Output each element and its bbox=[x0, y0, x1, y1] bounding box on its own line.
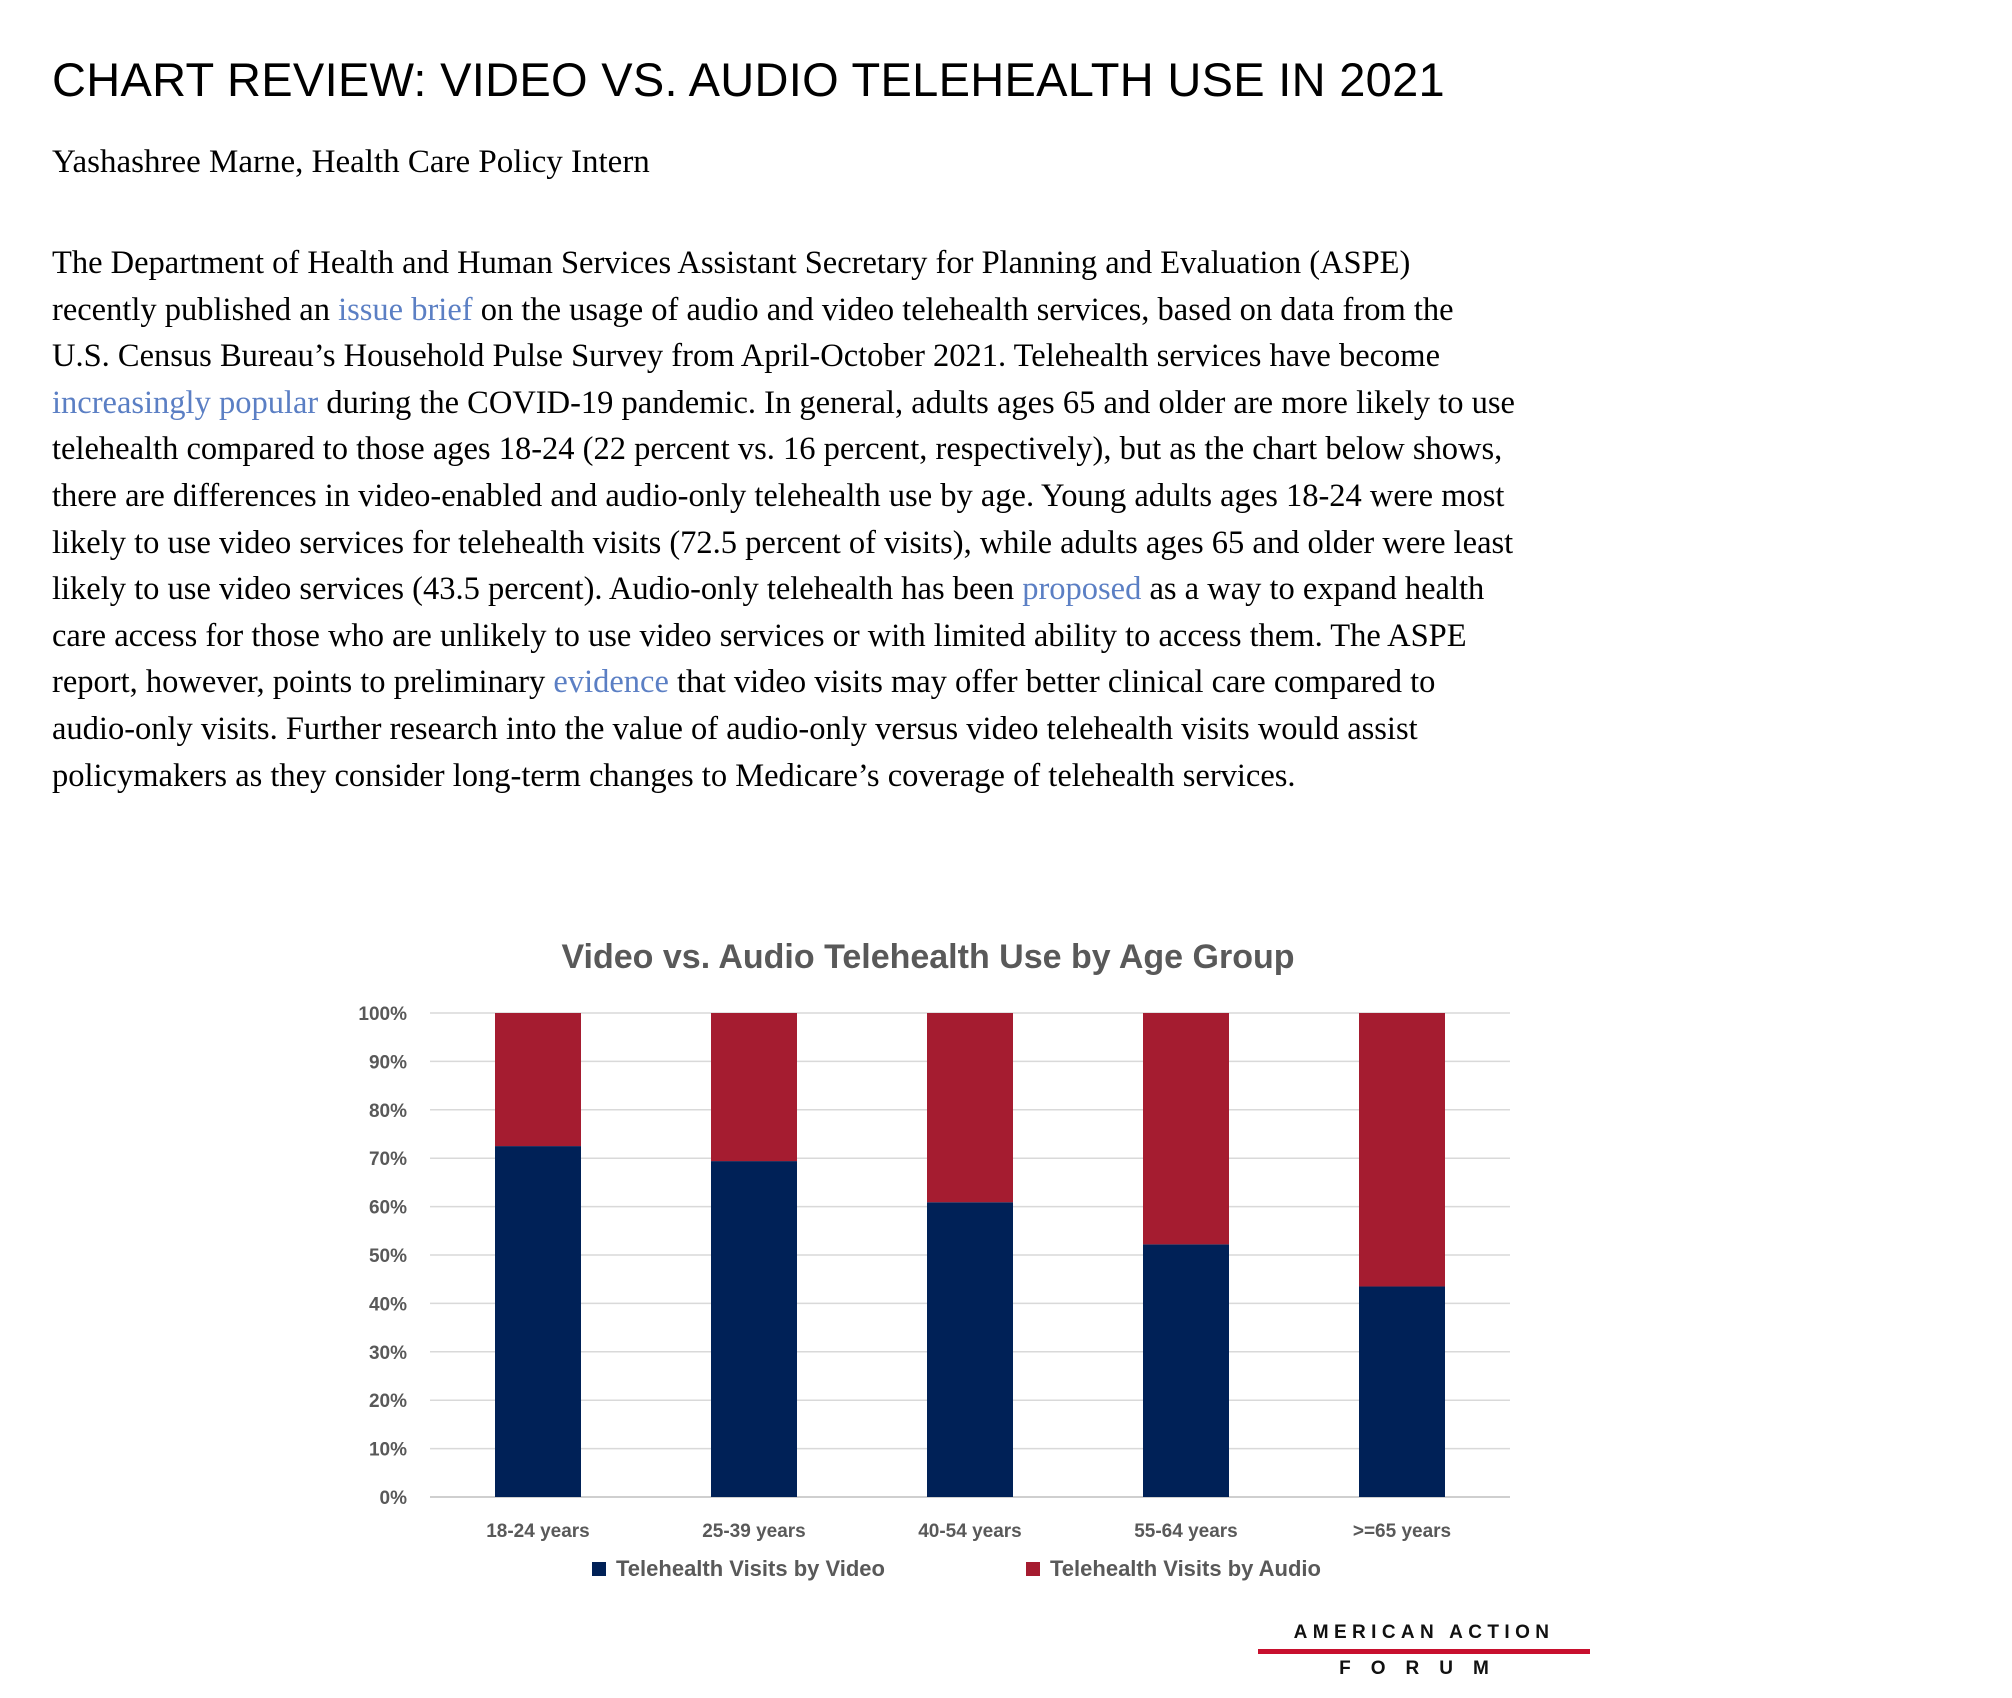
body-text-segment: likely to use video services (43.5 perce… bbox=[52, 571, 1023, 608]
y-tick-label: 20% bbox=[369, 1391, 407, 1412]
body-line: there are differences in video-enabled a… bbox=[52, 477, 1505, 514]
evidence-link[interactable]: evidence bbox=[553, 664, 669, 701]
body-line: likely to use video services for telehea… bbox=[52, 524, 1514, 561]
body-line: audio-only visits. Further research into… bbox=[52, 710, 1418, 747]
body-text-segment: during the COVID-19 pandemic. In general… bbox=[318, 384, 1515, 421]
bar-video bbox=[711, 1161, 797, 1497]
x-tick-label: 55-64 years bbox=[1134, 1521, 1238, 1542]
logo-red-bar bbox=[1258, 1649, 1590, 1654]
bar-video bbox=[927, 1202, 1013, 1497]
y-tick-label: 50% bbox=[369, 1246, 407, 1267]
x-axis-ticks: 18-24 years 25-39 years 40-54 years 55-64 y… bbox=[486, 1521, 1451, 1542]
chart-title: Video vs. Audio Telehealth Use by Age Gr… bbox=[561, 938, 1294, 976]
y-tick-label: 100% bbox=[358, 1004, 407, 1025]
bars bbox=[495, 1013, 1445, 1497]
x-tick-label: >=65 years bbox=[1353, 1521, 1451, 1542]
bar-audio bbox=[495, 1013, 581, 1147]
author-byline: Yashashree Marne, Health Care Policy Int… bbox=[52, 144, 650, 180]
body-text-segment: on the usage of audio and video teleheal… bbox=[472, 291, 1454, 328]
body-line: policymakers as they consider long-term … bbox=[52, 757, 1296, 794]
legend-label: Telehealth Visits by Audio bbox=[1050, 1556, 1321, 1581]
body-line: likely to use video services (43.5 perce… bbox=[52, 566, 1932, 613]
page-title: CHART REVIEW: VIDEO VS. AUDIO TELEHEALTH… bbox=[52, 53, 1445, 106]
bar-audio bbox=[1143, 1013, 1229, 1245]
y-tick-label: 60% bbox=[369, 1198, 407, 1219]
body-line: report, however, points to preliminary e… bbox=[52, 659, 1932, 706]
y-tick-label: 30% bbox=[369, 1343, 407, 1364]
x-tick-label: 18-24 years bbox=[486, 1521, 590, 1542]
legend-swatch bbox=[1026, 1562, 1040, 1576]
y-axis-ticks: 0% 10% 20% 30% 40% 50% 60% 70% 80% 90% 100% bbox=[358, 1004, 407, 1509]
legend-item: Telehealth Visits by Audio bbox=[1026, 1556, 1321, 1581]
stacked-bar-chart: Video vs. Audio Telehealth Use by Age Gr… bbox=[300, 900, 1620, 1620]
body-text-segment: recently published an bbox=[52, 291, 339, 328]
legend-swatch bbox=[592, 1562, 606, 1576]
body-line: recently published an issue brief on the… bbox=[52, 287, 1932, 334]
y-tick-label: 80% bbox=[369, 1101, 407, 1122]
body-line: increasingly popular during the COVID-19… bbox=[52, 380, 1932, 427]
bar-audio bbox=[1359, 1013, 1445, 1287]
bar-video bbox=[1359, 1286, 1445, 1497]
body-line: U.S. Census Bureau’s Household Pulse Sur… bbox=[52, 338, 1441, 375]
logo-line-1: AMERICAN ACTION bbox=[1293, 1622, 1555, 1643]
body-line: telehealth compared to those ages 18-24 … bbox=[52, 431, 1503, 468]
x-tick-label: 25-39 years bbox=[702, 1521, 806, 1542]
y-tick-label: 70% bbox=[369, 1149, 407, 1170]
legend-item: Telehealth Visits by Video bbox=[592, 1556, 885, 1581]
chart-canvas: Video vs. Audio Telehealth Use by Age Gr… bbox=[358, 938, 1510, 1581]
y-tick-label: 10% bbox=[369, 1440, 407, 1461]
bar-video bbox=[1143, 1244, 1229, 1497]
bar-video bbox=[495, 1146, 581, 1497]
legend-label: Telehealth Visits by Video bbox=[616, 1556, 885, 1581]
bar-audio bbox=[927, 1013, 1013, 1203]
logo-line-2: FORUM bbox=[1339, 1658, 1509, 1679]
american-action-forum-logo: AMERICAN ACTION FORUM bbox=[1254, 1622, 1594, 1679]
article-body: The Department of Health and Human Servi… bbox=[52, 240, 1932, 799]
issue-brief-link[interactable]: issue brief bbox=[338, 291, 473, 328]
increasingly-popular-link[interactable]: increasingly popular bbox=[52, 384, 319, 421]
x-tick-label: 40-54 years bbox=[918, 1521, 1022, 1542]
y-tick-label: 40% bbox=[369, 1294, 407, 1315]
y-tick-label: 90% bbox=[369, 1052, 407, 1073]
chart-legend: Telehealth Visits by Video Telehealth Vis… bbox=[592, 1556, 1321, 1581]
body-text-segment: as a way to expand health bbox=[1141, 571, 1485, 608]
y-tick-label: 0% bbox=[380, 1488, 408, 1509]
bar-audio bbox=[711, 1013, 797, 1162]
proposed-link[interactable]: proposed bbox=[1022, 571, 1142, 608]
body-text-segment: report, however, points to preliminary bbox=[52, 664, 554, 701]
body-line: The Department of Health and Human Servi… bbox=[52, 245, 1411, 281]
body-text-segment: that video visits may offer better clini… bbox=[668, 664, 1436, 701]
body-line: care access for those who are unlikely t… bbox=[52, 617, 1467, 654]
